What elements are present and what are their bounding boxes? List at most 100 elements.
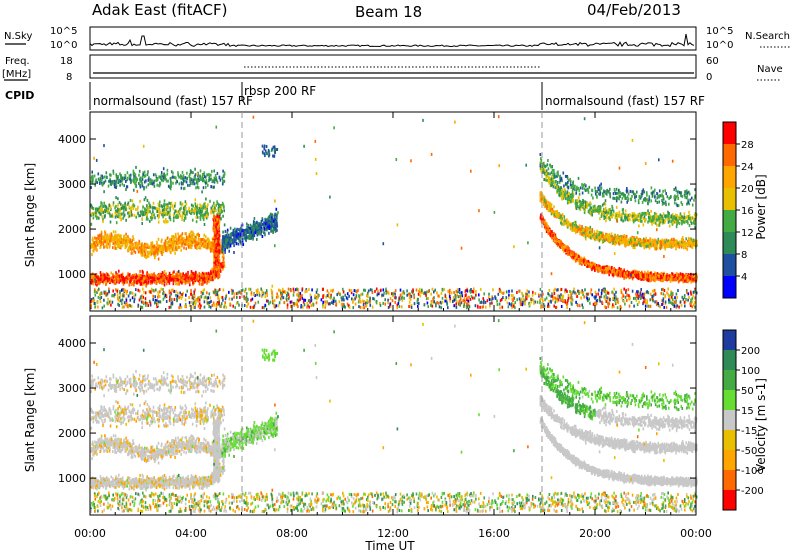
- power-point: [244, 231, 247, 234]
- power-point: [145, 179, 147, 183]
- power-point: [167, 248, 169, 252]
- power-point: [276, 228, 278, 232]
- power-point: [266, 221, 269, 225]
- power-point: [174, 202, 177, 205]
- power-point: [103, 245, 105, 249]
- power-point: [110, 271, 113, 275]
- power-point: [174, 275, 177, 279]
- power-point: [128, 205, 131, 209]
- power-point: [181, 236, 183, 240]
- power-point: [198, 275, 201, 279]
- nsky-tick-low: 10^0: [50, 40, 77, 51]
- power-point: [156, 245, 159, 249]
- power-point: [139, 269, 141, 273]
- power-point: [174, 241, 176, 245]
- power-point: [208, 173, 211, 177]
- power-point: [124, 243, 127, 247]
- power-point: [664, 189, 666, 193]
- power-point: [176, 180, 178, 184]
- power-point: [190, 170, 192, 174]
- power-point: [217, 276, 220, 279]
- power-point: [151, 276, 154, 280]
- power-point: [207, 277, 210, 281]
- power-point: [179, 202, 182, 206]
- power-point: [214, 236, 217, 240]
- power-point: [209, 249, 212, 253]
- power-point: [163, 199, 166, 203]
- power-point: [128, 237, 130, 241]
- power-point: [224, 248, 226, 251]
- power-point: [215, 255, 218, 259]
- power-point: [217, 236, 220, 240]
- power-point: [112, 201, 115, 205]
- power-point: [204, 212, 207, 216]
- power-point: [234, 235, 237, 239]
- power-point: [211, 249, 214, 253]
- power-point: [172, 279, 175, 283]
- power-point: [193, 239, 196, 243]
- power-point: [204, 205, 206, 209]
- power-point: [179, 239, 181, 243]
- power-point: [132, 276, 134, 280]
- power-point: [141, 282, 144, 286]
- power-point: [97, 277, 100, 281]
- power-point: [151, 182, 154, 186]
- power-point: [181, 170, 184, 174]
- power-point: [100, 207, 102, 211]
- power-point: [256, 237, 258, 241]
- power-point: [100, 210, 103, 214]
- power-point: [104, 179, 107, 183]
- power-point: [127, 277, 130, 281]
- power-point: [154, 249, 157, 253]
- power-point: [582, 205, 584, 209]
- power-point: [169, 183, 172, 187]
- power-point: [124, 246, 126, 249]
- power-point: [196, 205, 198, 209]
- power-point: [656, 192, 658, 195]
- power-point: [115, 179, 117, 183]
- power-point: [205, 246, 207, 249]
- power-point: [173, 248, 175, 252]
- power-point: [147, 177, 150, 181]
- power-point: [178, 235, 180, 239]
- power-point: [223, 260, 225, 264]
- power-point: [202, 204, 204, 208]
- power-point: [583, 211, 586, 215]
- power-point: [209, 275, 212, 279]
- cpid-segment-2: rbsp 200 RF: [244, 84, 316, 98]
- power-point: [178, 175, 180, 179]
- power-point: [178, 182, 181, 186]
- power-point: [184, 211, 186, 215]
- power-point: [115, 213, 118, 217]
- power-point: [270, 227, 272, 231]
- power-point: [251, 234, 254, 238]
- power-point: [222, 169, 224, 173]
- power-point: [206, 215, 209, 218]
- power-point: [163, 203, 165, 206]
- power-point: [107, 273, 109, 277]
- power-point: [98, 210, 101, 214]
- power-point: [132, 203, 135, 207]
- power-point: [265, 145, 268, 148]
- power-point: [599, 189, 601, 193]
- power-point: [116, 209, 119, 213]
- power-point: [665, 203, 667, 207]
- power-point: [216, 243, 219, 247]
- power-point: [201, 271, 204, 275]
- power-point: [147, 250, 149, 254]
- power-point: [618, 194, 620, 198]
- power-point: [199, 278, 201, 282]
- power-point: [222, 179, 225, 183]
- power-point: [199, 273, 202, 277]
- power-point: [227, 238, 229, 242]
- power-point: [138, 279, 141, 283]
- power-point: [126, 243, 129, 247]
- power-point: [253, 234, 256, 238]
- power-point: [230, 242, 232, 246]
- power-point: [139, 179, 141, 183]
- power-point: [176, 245, 178, 249]
- power-point: [267, 216, 270, 220]
- power-point: [264, 219, 267, 222]
- power-point: [117, 234, 119, 238]
- power-point: [169, 185, 171, 189]
